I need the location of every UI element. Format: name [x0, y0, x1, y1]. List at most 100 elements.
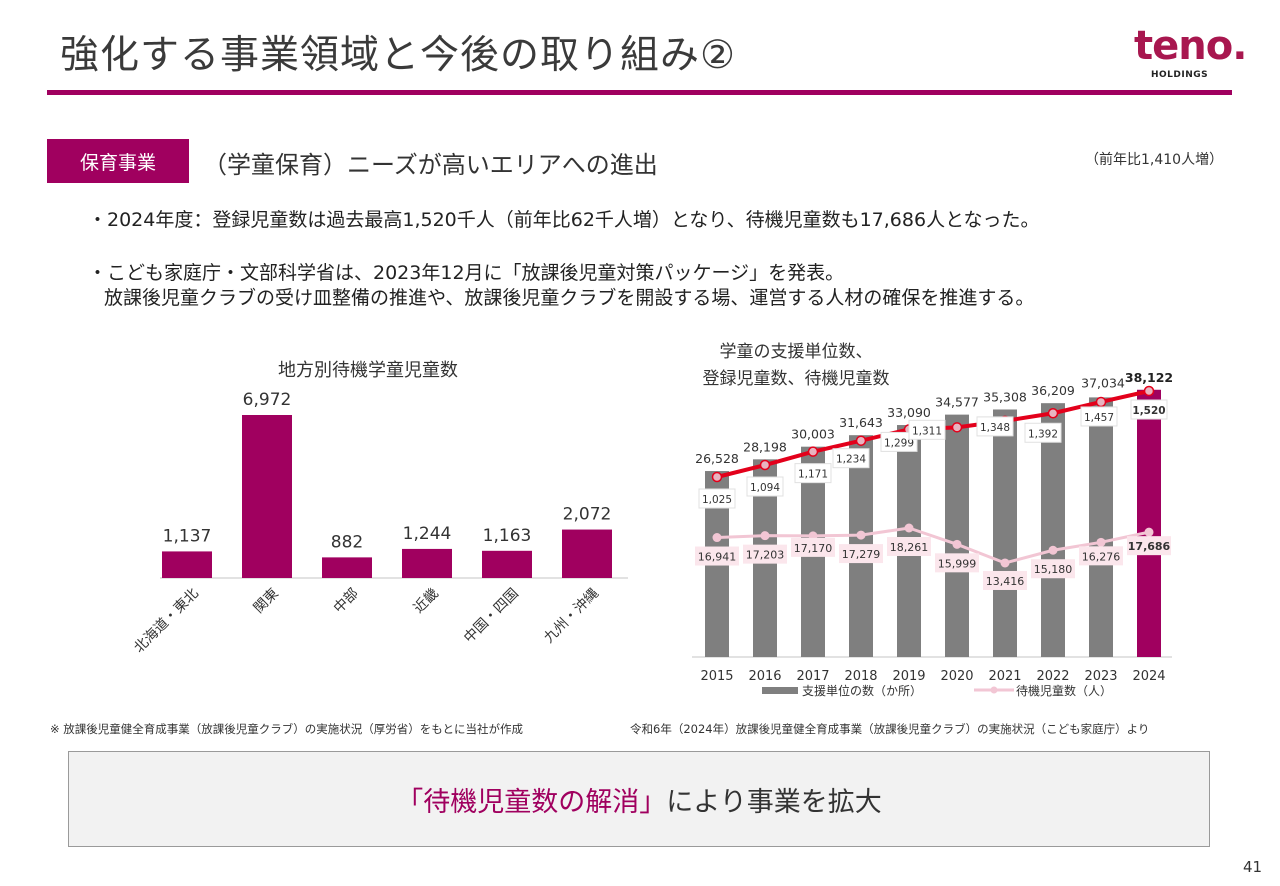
page-number: 41 — [1243, 858, 1263, 876]
legend-swatch-support-units — [762, 687, 798, 694]
logo-wordmark: teno. — [1134, 23, 1247, 69]
waiting-children-label-box — [887, 537, 931, 556]
waiting-children-label-box — [1031, 559, 1075, 579]
bullet-registered-children: ・2024年度：登録児童数は過去最高1,520千人（前年比62千人増）となり、待… — [88, 209, 1040, 231]
x-tick-label: 2015 — [700, 669, 733, 684]
registered-children-point — [951, 422, 963, 433]
support-units-label: 33,090 — [887, 405, 931, 420]
registered-children-label: 1,171 — [798, 469, 828, 481]
x-tick-label: 2019 — [892, 669, 925, 684]
registered-children-label-box — [832, 448, 870, 469]
registered-children-point — [1143, 385, 1155, 397]
waiting-children-label: 13,416 — [986, 575, 1025, 588]
waiting-children-point — [760, 531, 770, 541]
waiting-children-label: 16,941 — [698, 551, 737, 564]
x-tick-label: 2018 — [844, 669, 877, 684]
bullet-policy-package-detail: 放課後児童クラブの受け皿整備の推進や、放課後児童クラブを開設する場、運営する人材… — [104, 287, 1035, 309]
registered-children-label-box — [1080, 406, 1118, 427]
regional-waiting-children-chart: 地方別待機学童児童数 1,137 北海道・東北 6,972 関東 882 中部 1,244 近… — [131, 360, 628, 656]
bar-value-label: 1,163 — [483, 526, 532, 546]
waiting-children-label-box — [1079, 546, 1123, 566]
bar-value-label: 6,972 — [243, 390, 292, 410]
waiting-children-line — [716, 526, 1150, 565]
registered-children-point — [855, 435, 867, 446]
waiting-children-label: 17,203 — [746, 549, 785, 562]
waiting-children-point — [856, 530, 866, 540]
support-units-label: 38,122 — [1125, 370, 1173, 385]
support-units-label: 35,308 — [983, 389, 1027, 404]
support-units-label: 37,034 — [1081, 375, 1125, 390]
support-units-bar-2023 — [1089, 397, 1113, 657]
bar-3 — [402, 548, 452, 578]
waiting-children-label: 15,999 — [938, 557, 977, 570]
registered-children-label: 1,348 — [980, 422, 1010, 434]
waiting-children-label-box — [695, 546, 739, 566]
registered-children-point — [807, 446, 819, 457]
x-tick-label: 2022 — [1036, 669, 1069, 684]
category-label: 近畿 — [411, 586, 442, 617]
x-tick-label: 2023 — [1084, 669, 1117, 684]
support-units-label: 28,198 — [743, 439, 787, 454]
waiting-children-label-box — [743, 544, 787, 564]
registered-children-label-box — [698, 488, 736, 509]
x-tick-label: 2020 — [940, 669, 973, 684]
registered-children-label-box — [746, 476, 784, 497]
registered-children-label-box — [976, 416, 1014, 437]
bar-value-label: 1,244 — [403, 524, 452, 544]
bar-1 — [242, 415, 292, 578]
registered-children-label: 1,520 — [1132, 405, 1165, 417]
waiting-children-point — [1000, 558, 1010, 568]
waiting-children-label-box — [1127, 536, 1171, 556]
conclusion-text: により事業を拡大 — [666, 786, 882, 818]
registered-children-label-box — [1130, 399, 1168, 420]
registered-children-label: 1,311 — [912, 425, 942, 437]
waiting-children-point — [1096, 537, 1106, 547]
source-note-right: 令和6年（2024年）放課後児童健全育成事業（放課後児童クラブ）の実施状況（こど… — [630, 722, 1150, 736]
support-units-bar-2021 — [993, 409, 1017, 657]
registered-children-label-box — [794, 463, 832, 484]
source-note-left: ※ 放課後児童健全育成事業（放課後児童クラブ）の実施状況（厚労省）をもとに当社が… — [50, 722, 524, 736]
bar-value-label: 1,137 — [163, 526, 212, 546]
legend-label-support-units: 支援単位の数（か所） — [802, 683, 922, 698]
chart-title-line-1: 学童の支援単位数、 — [720, 342, 873, 362]
waiting-children-label: 17,170 — [794, 542, 833, 555]
chart-legend: 支援単位の数（か所） 待機児童数（人） — [762, 683, 1112, 698]
waiting-children-label: 18,261 — [890, 541, 929, 554]
waiting-children-label: 17,279 — [842, 548, 881, 561]
waiting-children-point — [1048, 545, 1058, 555]
bullet-policy-package: ・こども家庭庁・文部科学省は、2023年12月に「放課後児童対策パッケージ」を発… — [88, 262, 845, 284]
waiting-children-label-box — [935, 553, 979, 573]
registered-children-label-box — [880, 431, 918, 452]
x-tick-label: 2024 — [1132, 669, 1165, 684]
waiting-children-label-box — [983, 570, 1027, 590]
support-units-bar-2022 — [1041, 403, 1065, 657]
bar-0 — [162, 551, 212, 578]
page-title: 強化する事業領域と今後の取り組み② — [60, 33, 736, 78]
category-label: 関東 — [251, 586, 282, 617]
waiting-children-label: 16,276 — [1082, 550, 1121, 563]
support-units-label: 36,209 — [1031, 383, 1075, 398]
registered-children-point — [1047, 408, 1059, 419]
waiting-children-point — [1144, 527, 1154, 537]
waiting-children-label-box — [839, 544, 883, 564]
registered-children-label: 1,457 — [1084, 412, 1114, 424]
category-label: 九州・沖縄 — [541, 586, 602, 647]
conclusion-box: 「待機児童数の解消」 により事業を拡大 — [68, 751, 1210, 847]
support-units-label: 34,577 — [935, 395, 979, 410]
registered-children-label-box — [908, 419, 946, 440]
yoy-note: （前年比1,410人増） — [1085, 152, 1224, 168]
chart-title-line-2: 登録児童数、待機児童数 — [703, 369, 890, 389]
waiting-children-label: 15,180 — [1034, 563, 1073, 576]
section-badge: 保育事業 — [47, 139, 189, 183]
registered-children-label: 1,025 — [702, 494, 732, 506]
conclusion-highlight: 「待機児童数の解消」 — [396, 786, 667, 818]
x-tick-label: 2021 — [988, 669, 1021, 684]
bar-value-label: 882 — [331, 532, 363, 552]
registered-children-label: 1,094 — [750, 482, 780, 494]
registered-children-point — [759, 459, 771, 471]
section-heading: （学童保育）ニーズが高いエリアへの進出 — [203, 151, 658, 179]
category-label: 中部 — [331, 586, 362, 617]
legend-label-waiting-children: 待機児童数（人） — [1016, 683, 1112, 698]
waiting-children-point — [712, 533, 722, 543]
legend-swatch-waiting-marker — [990, 686, 998, 694]
